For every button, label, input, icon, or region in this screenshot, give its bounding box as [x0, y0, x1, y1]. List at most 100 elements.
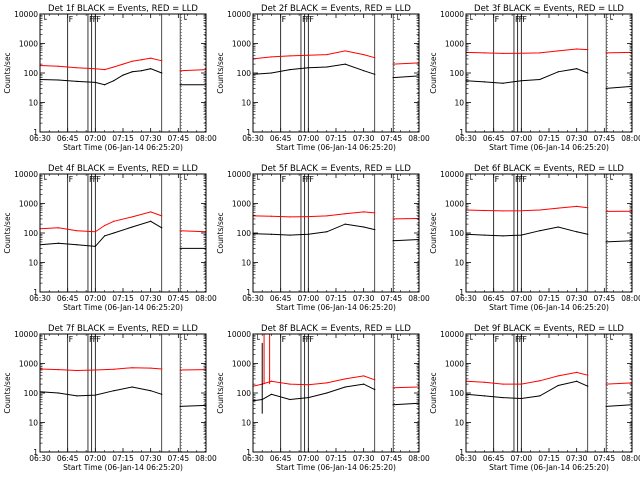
data-point [76, 230, 78, 232]
y-tick-label: 100 [237, 389, 252, 398]
corner-mark: └ [182, 14, 187, 24]
x-tick-label: 06:45 [57, 454, 79, 463]
x-axis-label: Start Time (06-Jan-14 06:25:20) [276, 303, 396, 312]
x-tick-label: 07:45 [381, 454, 403, 463]
x-tick-label: 06:45 [270, 134, 292, 143]
data-point [289, 216, 291, 218]
y-tick-label: 1 [33, 288, 38, 297]
data-point [576, 231, 578, 233]
data-point [557, 50, 559, 52]
y-tick-label: 100 [450, 69, 465, 78]
data-point [587, 72, 589, 74]
data-point [150, 57, 152, 59]
flag-label: F [495, 175, 500, 184]
series-events [465, 68, 633, 90]
x-axis-label: Start Time (06-Jan-14 06:25:20) [63, 303, 183, 312]
series-line-events-after-gap [393, 239, 420, 242]
series-line-lld-after-gap [180, 69, 207, 72]
series-line-events-main [465, 226, 588, 237]
data-point [161, 215, 163, 217]
data-point [520, 210, 522, 212]
x-tick-label: 07:45 [594, 294, 616, 303]
data-point [363, 226, 365, 228]
corner-mark: └ [468, 334, 473, 344]
flag-label: F [522, 335, 527, 344]
data-point [392, 63, 394, 65]
data-point [179, 247, 181, 250]
plot-frame [39, 13, 207, 133]
chart-title: Det 9f BLACK = Events, RED = LLD [474, 324, 624, 334]
corner-mark: └ [182, 174, 187, 184]
panel-det-8: Det 8f BLACK = Events, RED = LLDFFFF└└11… [216, 324, 430, 472]
data-point [326, 215, 328, 217]
y-axis-label: Counts/sec [429, 372, 438, 413]
series-lld [252, 375, 420, 389]
data-point [131, 216, 133, 218]
y-tick-label: 100 [24, 229, 39, 238]
y-tick-label: 10 [28, 259, 38, 268]
series-line-lld-main [252, 211, 375, 218]
data-point [161, 368, 163, 370]
y-axis-label: Counts/sec [429, 212, 438, 253]
series-lld [465, 205, 633, 212]
y-tick-label: 10000 [14, 10, 38, 19]
x-tick-label: 07:00 [85, 294, 107, 303]
data-point [576, 380, 578, 382]
flag-label: F [69, 175, 74, 184]
data-point [270, 393, 273, 395]
x-tick-label: 07:00 [85, 454, 107, 463]
x-tick-label: 06:45 [483, 294, 505, 303]
corner-mark: └ [395, 174, 400, 184]
data-point [122, 74, 124, 76]
panel-det-7: Det 7f BLACK = Events, RED = LLDFFFF└└11… [3, 324, 217, 472]
corner-mark: └ [255, 334, 260, 344]
y-tick-label: 1000 [19, 40, 38, 49]
data-point [307, 396, 309, 399]
panel-det-6: Det 6f BLACK = Events, RED = LLDFFFF└└11… [429, 164, 640, 312]
corner-mark: └ [42, 334, 47, 344]
x-tick-label: 07:15 [112, 294, 134, 303]
x-tick-label: 07:30 [353, 454, 375, 463]
data-point [307, 54, 309, 56]
data-point [557, 226, 559, 228]
series-line-events-after-gap [393, 402, 420, 406]
corner-mark: └ [468, 14, 473, 24]
flag-label: F [282, 175, 287, 184]
flag-label: F [282, 15, 287, 24]
plot-frame [465, 13, 633, 133]
data-point [131, 60, 133, 62]
chart-title: Det 5f BLACK = Events, RED = LLD [261, 164, 411, 174]
data-point [289, 398, 291, 401]
series-line-lld-main [465, 205, 588, 212]
plot-frame [465, 333, 633, 453]
x-axis-label: Start Time (06-Jan-14 06:25:20) [63, 143, 183, 152]
data-point [307, 384, 309, 386]
data-point [344, 213, 346, 215]
data-point [605, 383, 607, 385]
y-tick-label: 10000 [227, 330, 251, 339]
y-axis-label: Counts/sec [216, 372, 225, 413]
y-tick-label: 1000 [445, 200, 464, 209]
x-tick-label: 07:30 [140, 294, 162, 303]
plot-frame [252, 333, 420, 453]
flag-label: F [282, 335, 287, 344]
corner-mark: └ [42, 14, 47, 24]
y-tick-label: 100 [450, 389, 465, 398]
data-point [270, 233, 273, 235]
data-point [326, 54, 328, 56]
x-tick-label: 07:45 [594, 134, 616, 143]
data-point [587, 207, 589, 209]
x-tick-label: 06:45 [57, 294, 79, 303]
data-point [326, 231, 328, 233]
y-axis-label: Counts/sec [429, 52, 438, 93]
data-point [113, 80, 115, 82]
data-point [57, 392, 60, 394]
data-point [326, 66, 328, 68]
x-tick-label: 07:15 [325, 294, 347, 303]
x-tick-label: 07:45 [168, 454, 190, 463]
data-point [344, 223, 346, 225]
data-point [520, 397, 522, 400]
x-axis-label: Start Time (06-Jan-14 06:25:20) [489, 143, 609, 152]
data-point [576, 371, 578, 373]
x-tick-label: 07:00 [298, 134, 320, 143]
